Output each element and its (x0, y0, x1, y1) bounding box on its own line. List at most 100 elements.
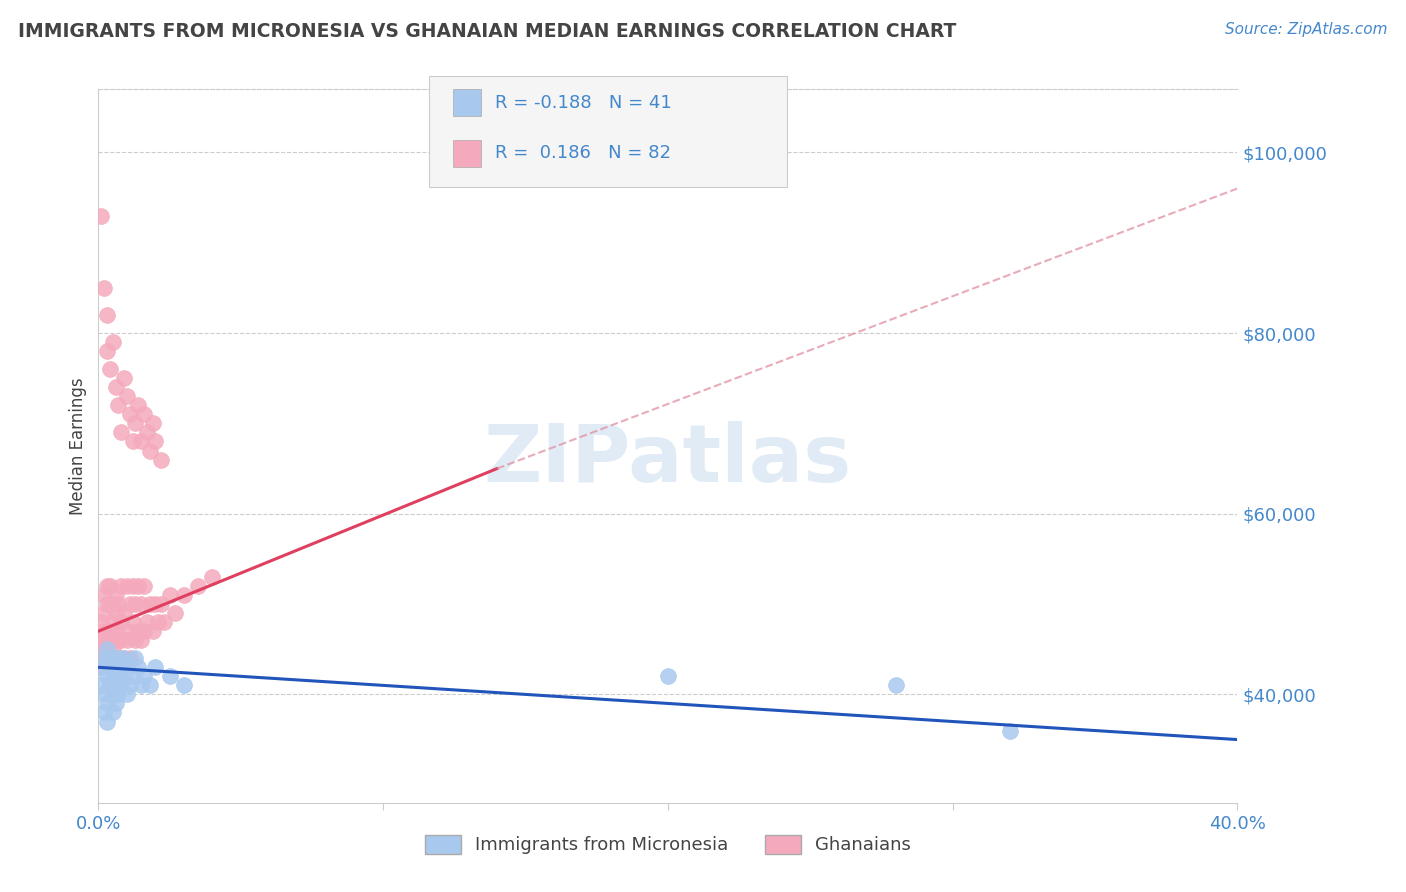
Point (121, 579, 143, 593)
Point (145, 597, 167, 611)
Legend: Immigrants from Micronesia, Ghanaians: Immigrants from Micronesia, Ghanaians (418, 828, 918, 862)
Point (124, 651, 146, 665)
Point (118, 651, 141, 665)
Point (127, 579, 149, 593)
Point (101, 651, 124, 665)
Point (96, 624, 118, 639)
Point (98, 651, 121, 665)
Point (110, 579, 132, 593)
Point (107, 398, 129, 412)
Point (129, 678, 152, 692)
Point (110, 660, 132, 674)
Point (96, 344, 118, 359)
Point (138, 678, 160, 692)
Point (121, 669, 143, 683)
Point (127, 398, 149, 412)
Point (93, 651, 115, 665)
Point (107, 597, 129, 611)
Point (115, 660, 138, 674)
Point (145, 660, 167, 674)
Point (127, 660, 149, 674)
Point (110, 633, 132, 648)
Point (132, 408, 155, 422)
Point (93, 281, 115, 295)
Point (96, 308, 118, 322)
Point (124, 633, 146, 648)
Point (98, 579, 121, 593)
Point (96, 597, 118, 611)
Point (657, 669, 679, 683)
Point (129, 434, 152, 449)
Point (159, 669, 181, 683)
Text: IMMIGRANTS FROM MICRONESIA VS GHANAIAN MEDIAN EARNINGS CORRELATION CHART: IMMIGRANTS FROM MICRONESIA VS GHANAIAN M… (18, 22, 956, 41)
Point (107, 687, 129, 701)
Point (104, 588, 127, 602)
Point (96, 642, 118, 657)
Point (90, 660, 112, 674)
Point (132, 579, 155, 593)
Point (132, 669, 155, 683)
Point (98, 651, 121, 665)
Point (104, 651, 127, 665)
Point (112, 669, 135, 683)
Text: Source: ZipAtlas.com: Source: ZipAtlas.com (1225, 22, 1388, 37)
Point (90, 209, 112, 223)
Point (107, 651, 129, 665)
Point (118, 408, 141, 422)
Point (110, 678, 132, 692)
Point (201, 570, 224, 584)
Point (112, 371, 135, 385)
Point (96, 633, 118, 648)
Point (150, 597, 173, 611)
Point (96, 579, 118, 593)
Point (135, 425, 157, 440)
Point (90, 615, 112, 629)
Point (101, 706, 124, 720)
Y-axis label: Median Earnings: Median Earnings (69, 377, 87, 515)
Point (101, 335, 124, 350)
Point (101, 642, 124, 657)
Point (141, 417, 163, 431)
Point (93, 624, 115, 639)
Point (129, 597, 152, 611)
Text: R =  0.186   N = 82: R = 0.186 N = 82 (495, 145, 671, 162)
Point (150, 452, 173, 467)
Point (104, 380, 127, 394)
Point (101, 615, 124, 629)
Point (90, 678, 112, 692)
Point (98, 624, 121, 639)
Point (93, 606, 115, 620)
Point (101, 597, 124, 611)
Point (138, 597, 160, 611)
Point (115, 579, 138, 593)
Point (127, 624, 149, 639)
Point (96, 714, 118, 729)
Point (98, 660, 121, 674)
Point (107, 669, 129, 683)
Point (115, 633, 138, 648)
Point (93, 706, 115, 720)
Point (153, 615, 176, 629)
Point (118, 678, 141, 692)
Point (101, 669, 124, 683)
Point (138, 443, 160, 458)
Text: ZIPatlas: ZIPatlas (484, 421, 852, 500)
Point (884, 678, 907, 692)
Point (115, 624, 138, 639)
Point (110, 615, 132, 629)
Point (135, 615, 157, 629)
Point (90, 660, 112, 674)
Point (141, 624, 163, 639)
Point (124, 597, 146, 611)
Point (93, 687, 115, 701)
Point (112, 651, 135, 665)
Point (112, 606, 135, 620)
Point (159, 588, 181, 602)
Point (112, 651, 135, 665)
Point (124, 417, 146, 431)
Point (96, 697, 118, 711)
Point (104, 697, 127, 711)
Point (107, 651, 129, 665)
Point (173, 588, 195, 602)
Point (173, 678, 195, 692)
